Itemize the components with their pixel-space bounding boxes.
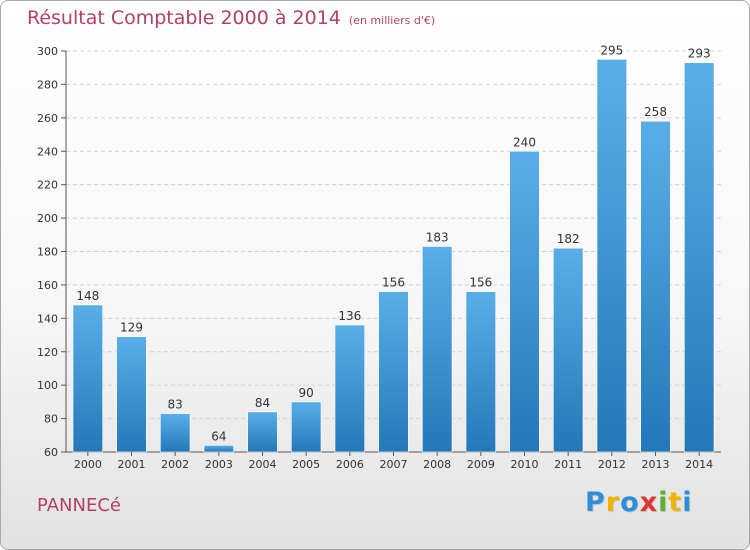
bar	[465, 291, 496, 453]
data-label: 90	[299, 386, 314, 400]
logo-letter: i	[682, 487, 693, 518]
data-label: 83	[168, 398, 183, 412]
commune-name: PANNECé	[37, 495, 121, 516]
logo-letter: x	[639, 487, 659, 518]
bar	[247, 411, 278, 453]
bar	[640, 120, 671, 453]
bar	[291, 401, 322, 453]
bar	[684, 62, 715, 453]
data-label: 64	[211, 429, 226, 443]
bar	[334, 324, 365, 453]
x-tick-label: 2004	[249, 458, 277, 471]
y-tick-label: 260	[37, 112, 58, 125]
y-tick-label: 160	[37, 279, 58, 292]
x-tick-label: 2011	[554, 458, 582, 471]
x-tick-label: 2005	[292, 458, 320, 471]
x-tick-label: 2012	[598, 458, 626, 471]
data-label: 156	[382, 276, 405, 290]
y-tick-label: 240	[37, 145, 58, 158]
data-labels: 148 129 83 64 84 90 136 156 183 156 240 182 295 258 29…	[76, 43, 710, 443]
y-tick-label: 180	[37, 246, 58, 259]
bar	[596, 59, 627, 453]
data-label: 84	[255, 396, 270, 410]
x-tick-label: 2000	[74, 458, 102, 471]
bar	[203, 445, 234, 453]
data-label: 183	[426, 230, 449, 244]
x-tick-labels: 2000 2001 2002 2003 2004 2005 2006 2007 2008 2009…	[74, 452, 713, 471]
data-label: 148	[76, 289, 99, 303]
y-tick-label: 120	[37, 346, 58, 359]
x-tick-label: 2014	[685, 458, 713, 471]
y-tick-labels: 60 80 100 120 140 160 180 200 220 240 260 280 300	[37, 45, 66, 459]
logo-letter: r	[605, 487, 621, 518]
logo-letter: t	[668, 487, 683, 518]
x-tick-label: 2006	[336, 458, 364, 471]
chart-title: Résultat Comptable 2000 à 2014 (en millie…	[27, 7, 435, 29]
chart-subtitle: (en milliers d'€)	[348, 14, 436, 27]
bar	[160, 413, 191, 453]
bars	[72, 59, 715, 453]
data-label: 129	[120, 321, 143, 335]
x-tick-label: 2008	[423, 458, 451, 471]
logo-letter: P	[585, 487, 606, 518]
y-tick-label: 300	[37, 45, 58, 58]
x-tick-label: 2001	[118, 458, 146, 471]
bar	[509, 150, 540, 453]
data-label: 295	[600, 43, 623, 57]
y-tick-label: 200	[37, 212, 58, 225]
bar	[553, 247, 584, 453]
data-label: 156	[469, 276, 492, 290]
y-tick-label: 220	[37, 179, 58, 192]
y-tick-label: 140	[37, 312, 58, 325]
logo-letter: i	[658, 487, 669, 518]
y-tick-label: 280	[37, 78, 58, 91]
x-tick-label: 2013	[642, 458, 670, 471]
bar	[116, 336, 147, 453]
bar	[422, 246, 453, 453]
data-label: 293	[688, 47, 711, 61]
data-label: 258	[644, 105, 667, 119]
bar	[378, 291, 409, 453]
data-label: 182	[557, 232, 580, 246]
x-tick-label: 2003	[205, 458, 233, 471]
x-tick-label: 2009	[467, 458, 495, 471]
data-label: 136	[338, 309, 361, 323]
logo-letter: o	[620, 487, 640, 518]
y-tick-label: 100	[37, 379, 58, 392]
data-label: 240	[513, 135, 536, 149]
x-tick-label: 2007	[380, 458, 408, 471]
x-tick-label: 2002	[161, 458, 189, 471]
y-tick-label: 60	[44, 446, 58, 459]
x-tick-label: 2010	[511, 458, 539, 471]
chart-title-text: Résultat Comptable 2000 à 2014	[27, 7, 341, 29]
proxiti-logo[interactable]: Proxiti	[585, 487, 693, 518]
bar	[72, 304, 103, 453]
y-tick-label: 80	[44, 413, 58, 426]
